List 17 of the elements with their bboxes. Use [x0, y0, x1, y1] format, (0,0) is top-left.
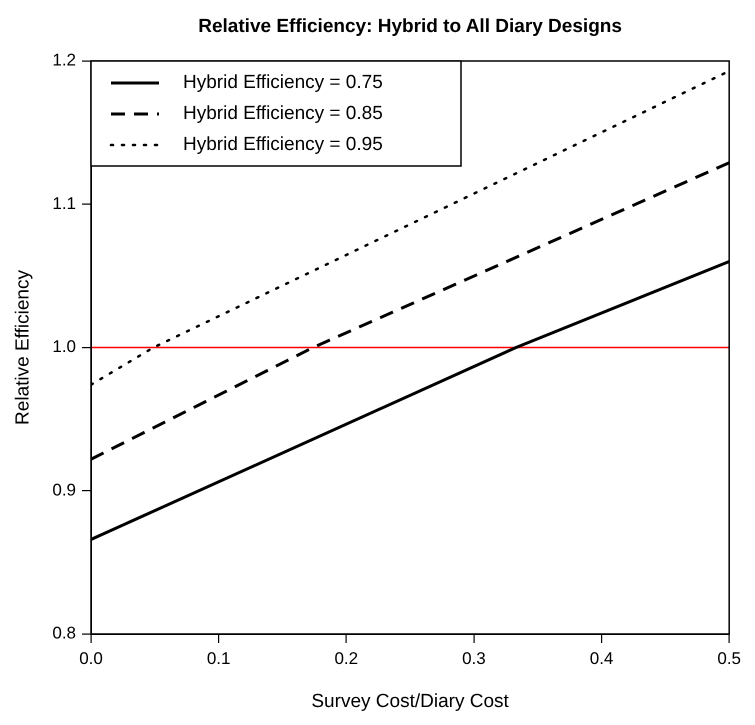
y-tick-label: 1.1 — [52, 194, 76, 213]
x-axis-title: Survey Cost/Diary Cost — [311, 690, 510, 712]
y-axis-title: Relative Efficiency — [12, 270, 34, 425]
x-tick-label: 0.3 — [462, 648, 486, 668]
chart-title: Relative Efficiency: Hybrid to All Diary Designs — [198, 16, 622, 37]
y-tick-label: 0.9 — [52, 480, 76, 500]
y-tick-label: 1.0 — [52, 337, 76, 356]
legend-label: Hybrid Efficiency = 0.95 — [183, 134, 383, 156]
x-tick-label: 0.0 — [79, 648, 103, 668]
x-tick-label: 0.4 — [590, 648, 614, 668]
legend-label: Hybrid Efficiency = 0.75 — [183, 72, 383, 94]
x-tick-label: 0.2 — [334, 648, 358, 668]
y-tick-label: 0.8 — [52, 624, 76, 643]
x-tick-label: 0.5 — [717, 648, 742, 668]
x-tick-label: 0.1 — [206, 648, 230, 668]
y-tick-label: 1.2 — [52, 50, 76, 70]
legend-label: Hybrid Efficiency = 0.85 — [183, 103, 383, 124]
